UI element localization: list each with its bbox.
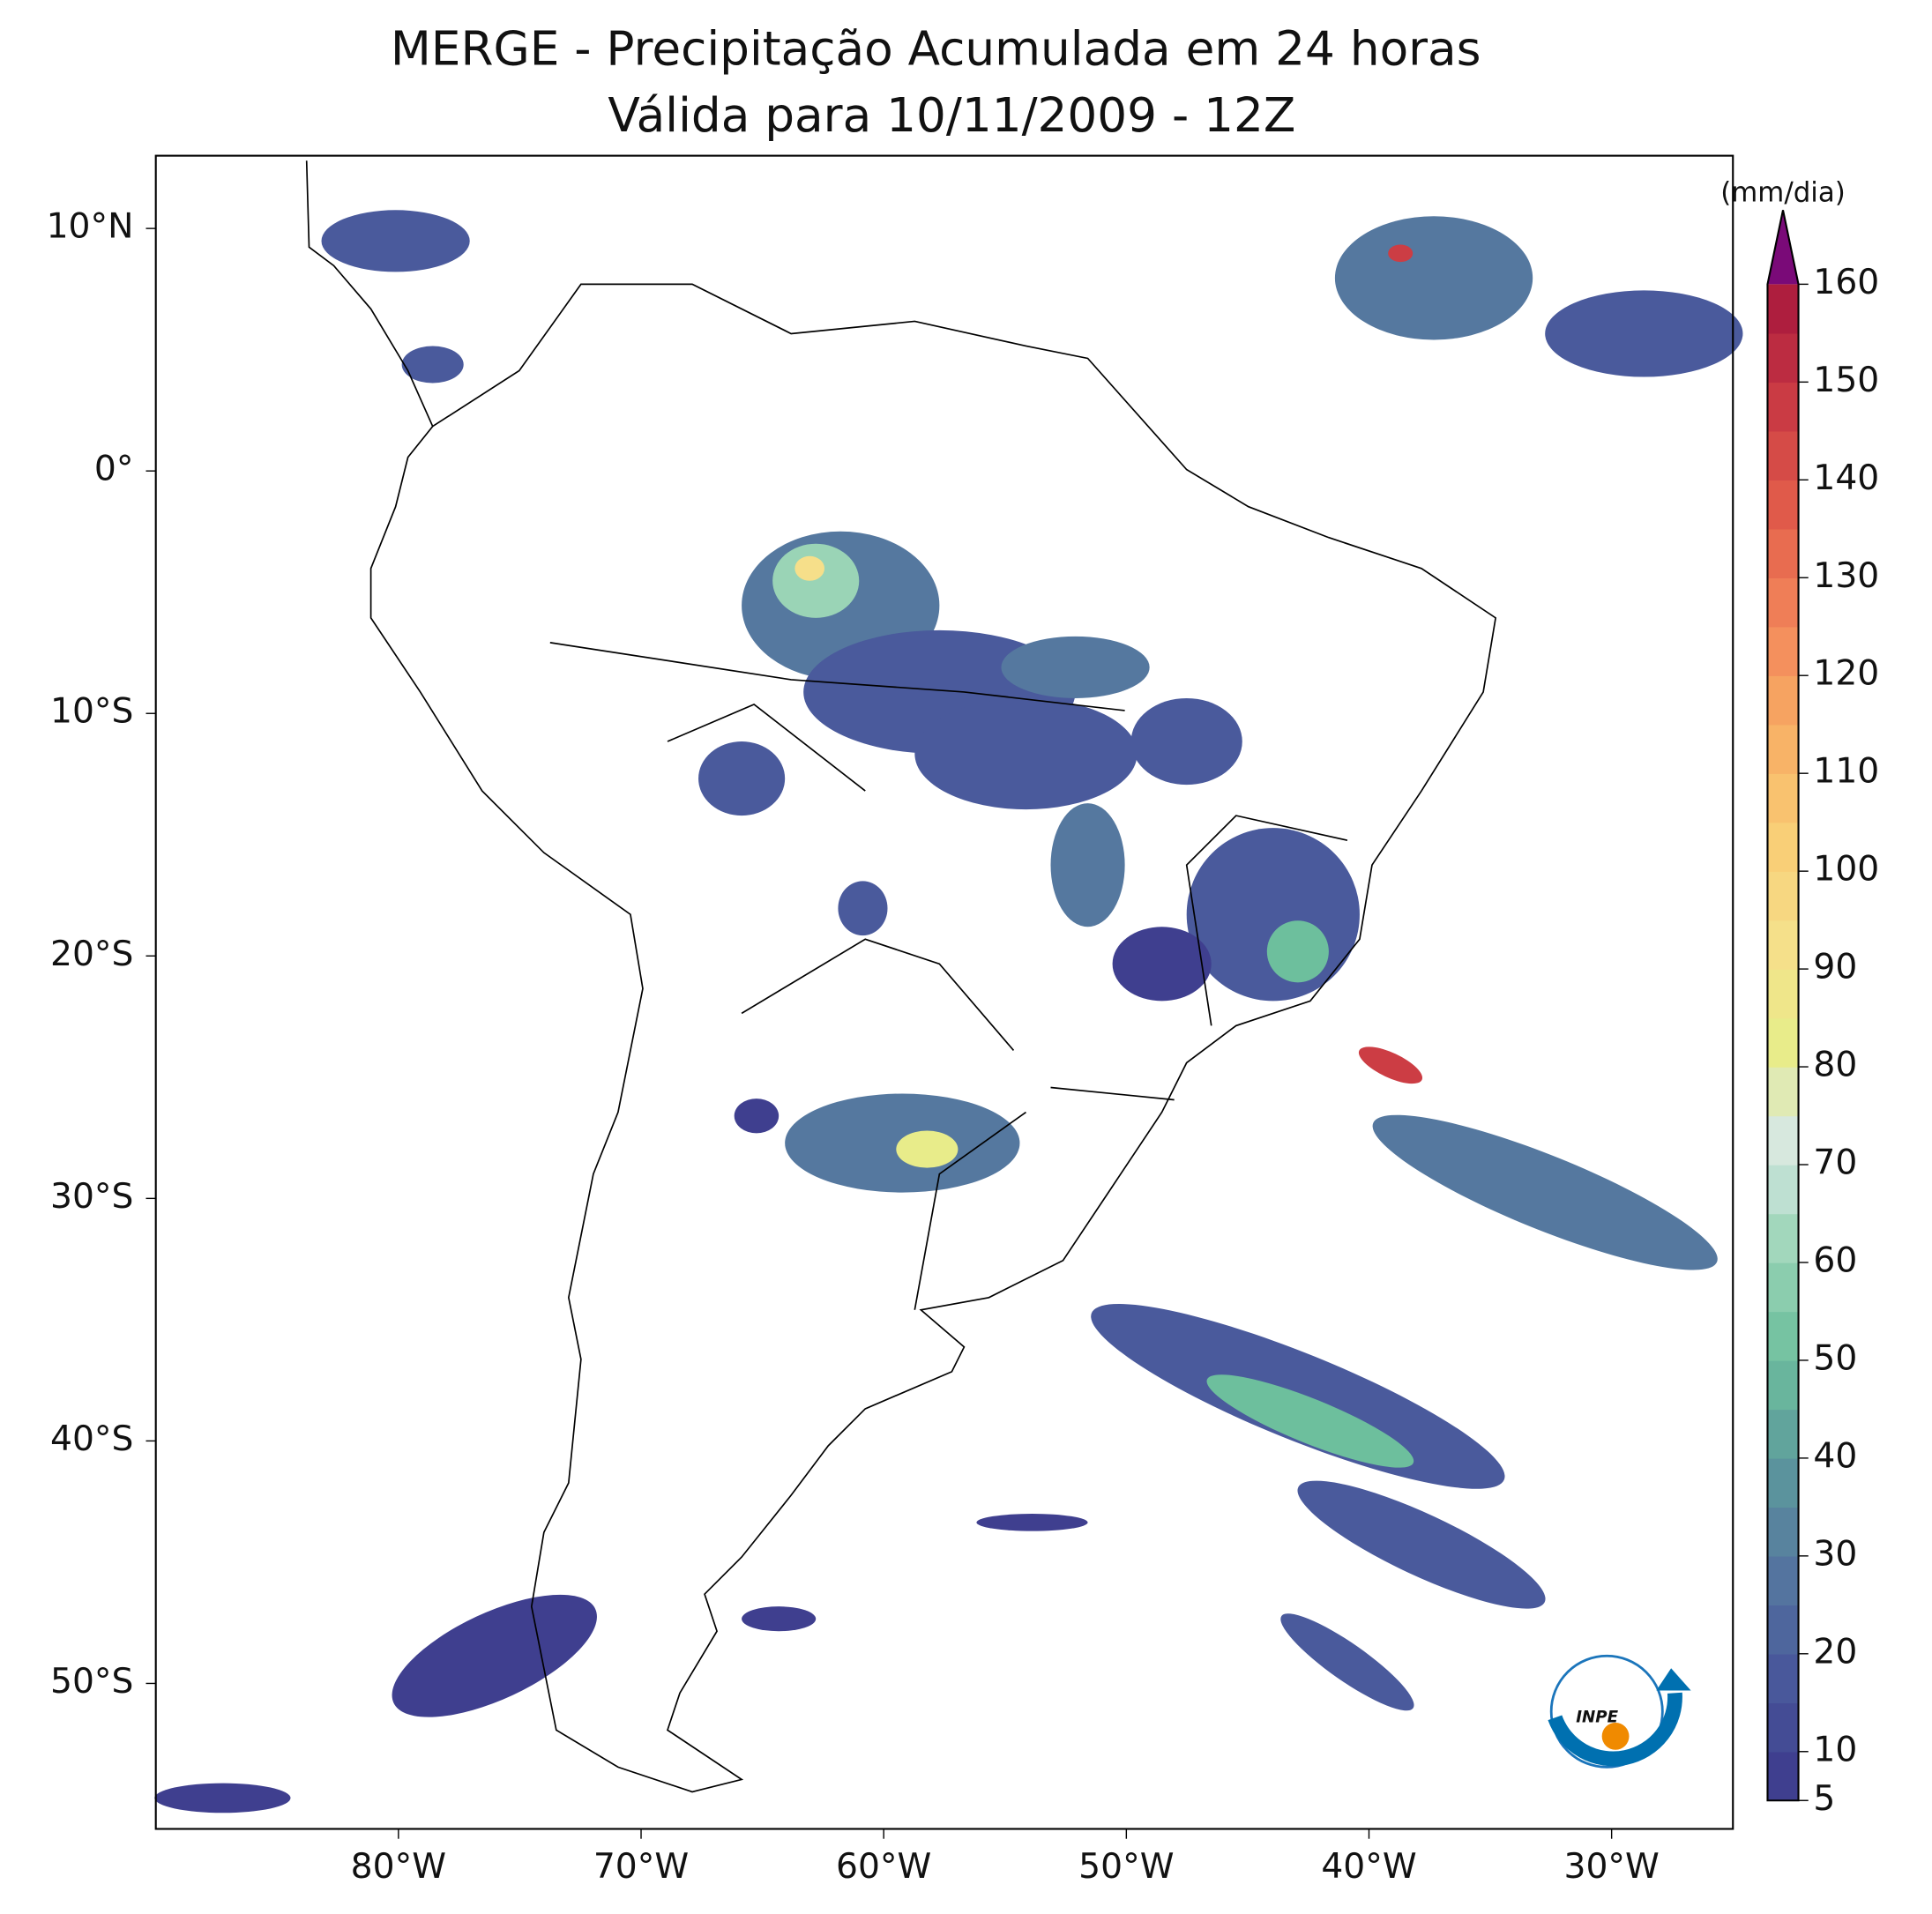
- colorbar-band: [1767, 528, 1799, 578]
- colorbar-band: [1767, 871, 1799, 921]
- x-tick-label: 60°W: [836, 1847, 931, 1887]
- colorbar-band: [1767, 822, 1799, 872]
- colorbar-band: [1767, 1359, 1799, 1411]
- colorbar-band: [1767, 969, 1799, 1019]
- colorbar-tick-label: 120: [1813, 654, 1879, 694]
- x-tick-label: 80°W: [351, 1847, 446, 1887]
- colorbar-tick-label: 110: [1813, 752, 1879, 792]
- colorbar-extension: [1767, 210, 1799, 285]
- colorbar-tick-label: 130: [1813, 556, 1879, 596]
- colorbar-band: [1767, 773, 1799, 823]
- colorbar-band: [1767, 1605, 1799, 1655]
- colorbar-tick-label: 140: [1813, 458, 1879, 498]
- colorbar-tick-label: 100: [1813, 850, 1879, 890]
- colorbar-band: [1767, 626, 1799, 676]
- colorbar-tick-label: 60: [1813, 1240, 1857, 1280]
- colorbar-band: [1767, 1115, 1799, 1166]
- colorbar-outline: [1766, 210, 1800, 1802]
- colorbar-band: [1767, 430, 1799, 481]
- x-tick-label: 50°W: [1078, 1847, 1174, 1887]
- colorbar-tick-label: 10: [1813, 1730, 1857, 1769]
- colorbar-band: [1767, 284, 1799, 334]
- colorbar-band: [1767, 1702, 1799, 1753]
- colorbar-band: [1767, 1165, 1799, 1215]
- colorbar-tick-label: 30: [1813, 1534, 1857, 1574]
- y-tick-label: 10°N: [47, 207, 134, 247]
- colorbar-band: [1767, 1213, 1799, 1263]
- y-tick-label: 40°S: [50, 1419, 133, 1459]
- colorbar-band: [1767, 1457, 1799, 1508]
- colorbar-tick-label: 80: [1813, 1046, 1857, 1085]
- subtitle: Válida para 10/11/2009 - 12Z: [608, 88, 1295, 143]
- colorbar-band: [1767, 1507, 1799, 1557]
- colorbar-band: [1767, 675, 1799, 726]
- x-tick-label: 70°W: [593, 1847, 689, 1887]
- y-tick-label: 30°S: [50, 1177, 133, 1217]
- colorbar-band: [1767, 332, 1799, 384]
- colorbar-band: [1767, 577, 1799, 628]
- colorbar-band: [1767, 1311, 1799, 1361]
- y-tick-label: 20°S: [50, 935, 133, 974]
- colorbar-band: [1767, 724, 1799, 774]
- coastlines: [305, 160, 1497, 1793]
- precipitation-field: [154, 210, 1743, 1813]
- colorbar-band: [1767, 1751, 1799, 1801]
- colorbar-tick-label: 50: [1813, 1338, 1857, 1378]
- colorbar-band: [1767, 1262, 1799, 1313]
- y-tick-label: 50°S: [50, 1662, 133, 1702]
- colorbar-tick-label: 70: [1813, 1143, 1857, 1183]
- colorbar-tick-label: 5: [1813, 1779, 1835, 1819]
- colorbar-band: [1767, 1555, 1799, 1606]
- colorbar-label: (mm/dia): [1720, 177, 1846, 209]
- y-tick-label: 10°S: [50, 692, 133, 732]
- colorbar-tick-label: 150: [1813, 361, 1879, 400]
- colorbar-band: [1767, 1017, 1799, 1068]
- colorbar-band: [1767, 1653, 1799, 1703]
- colorbar-band: [1767, 920, 1799, 970]
- colorbar-band: [1767, 382, 1799, 432]
- colorbar-tick-label: 20: [1813, 1632, 1857, 1672]
- y-tick-label: 0°: [94, 450, 134, 489]
- colorbar-tick-label: 90: [1813, 948, 1857, 987]
- colorbar-tick-label: 160: [1813, 263, 1879, 302]
- colorbar-band: [1767, 1067, 1799, 1117]
- map-frame: [154, 154, 1734, 1830]
- colorbar-band: [1767, 480, 1799, 530]
- colorbar-tick-label: 40: [1813, 1436, 1857, 1476]
- title: MERGE - Precipitação Acumulada em 24 hor…: [391, 22, 1481, 77]
- x-tick-label: 30°W: [1563, 1847, 1659, 1887]
- svg-text:INPE: INPE: [1576, 1708, 1618, 1726]
- inpe-logo: INPE: [1548, 1654, 1691, 1769]
- colorbar-band: [1767, 1409, 1799, 1459]
- x-tick-label: 40°W: [1321, 1847, 1416, 1887]
